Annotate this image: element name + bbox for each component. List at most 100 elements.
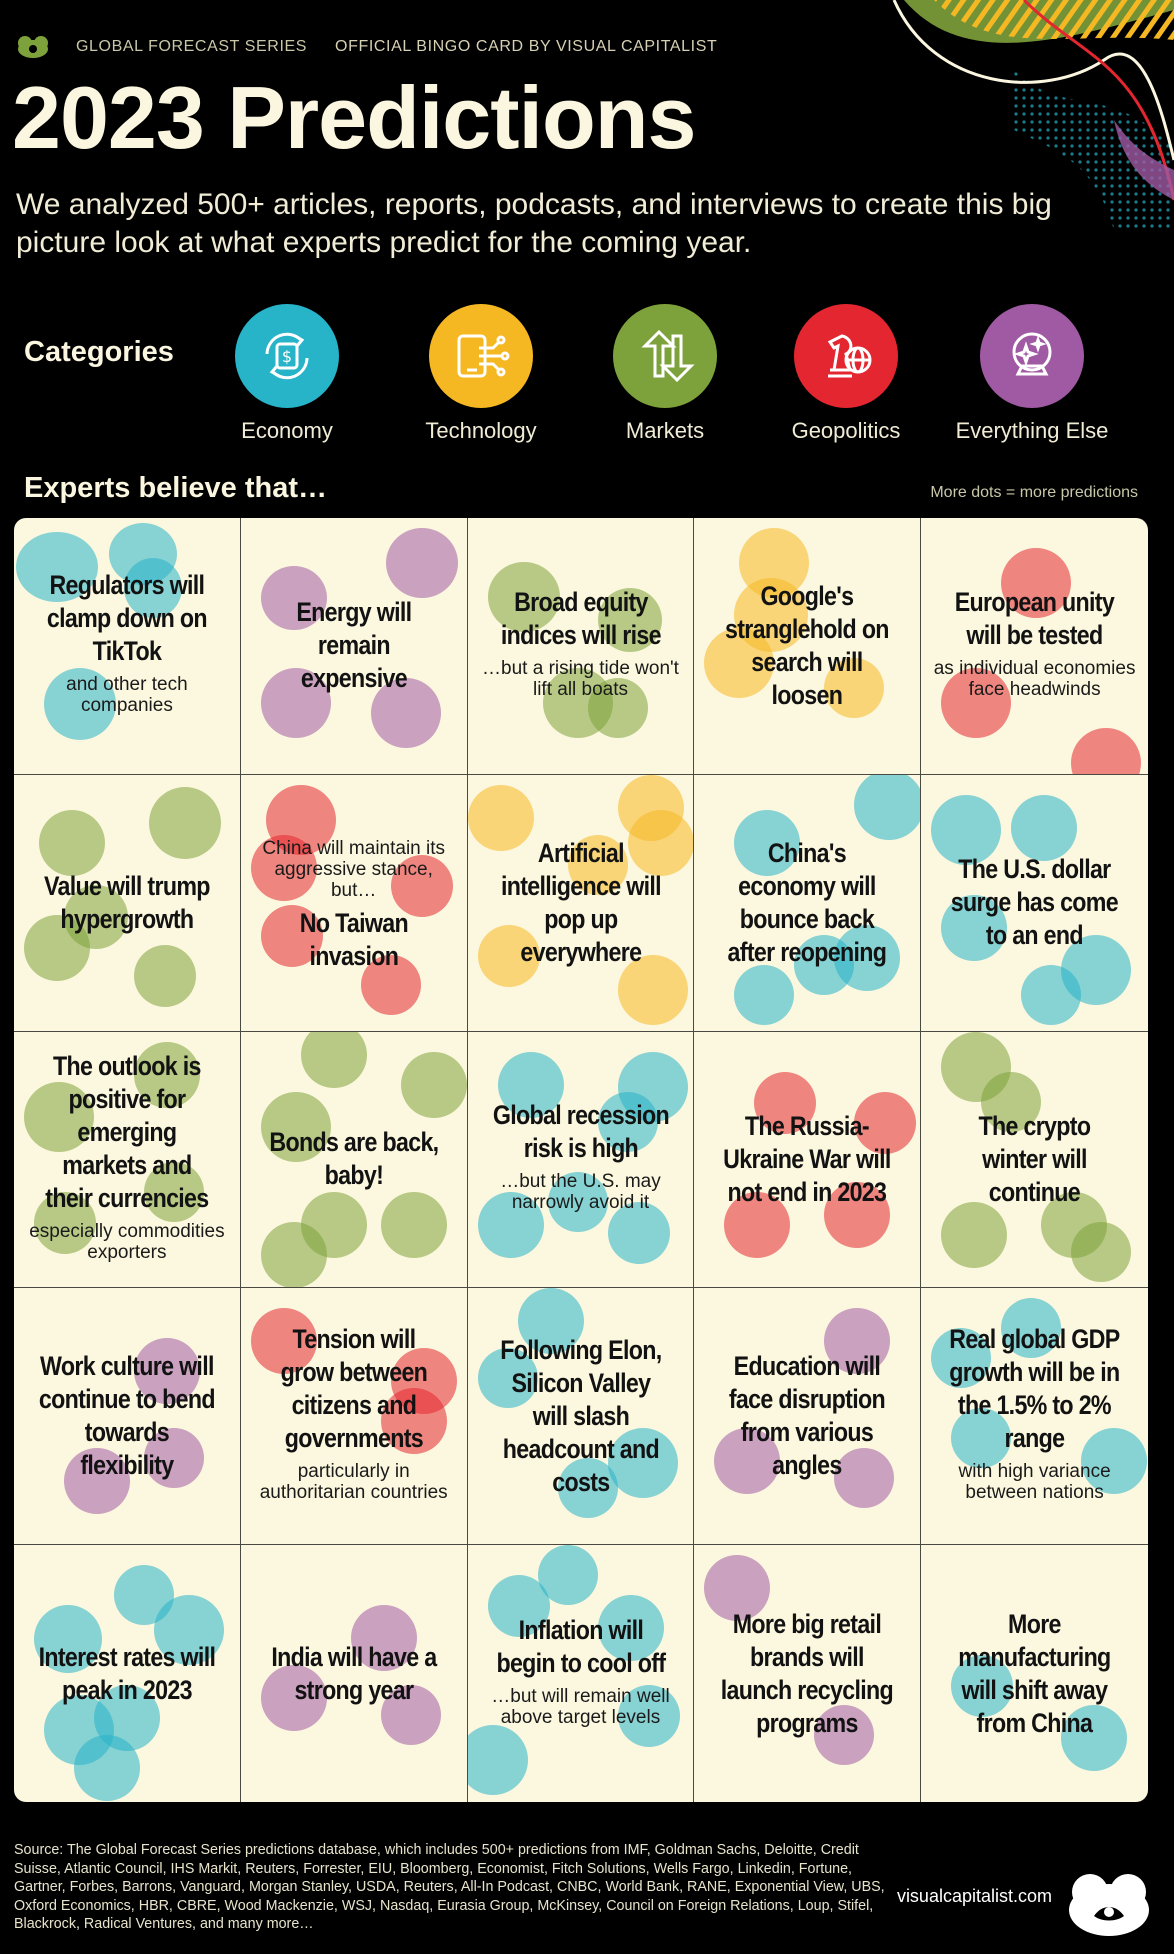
prediction-dot xyxy=(704,628,775,698)
prediction-dot xyxy=(360,954,421,1015)
cell-prediction: The crypto winter will continue xyxy=(978,1110,1092,1207)
prediction-dot xyxy=(380,1191,447,1258)
bingo-cell: Interest rates will peak in 2023 xyxy=(14,1545,241,1802)
bingo-cell: Regulators will clamp down on TikTok and … xyxy=(14,518,241,775)
cell-subtext: …but a rising tide won't lift all boats xyxy=(482,657,679,700)
prediction-dot xyxy=(739,528,810,598)
prediction-dot xyxy=(34,1191,96,1254)
cell-prediction: Artificial intelligence will pop up ever… xyxy=(500,837,662,967)
visual-capitalist-logo-icon xyxy=(16,33,56,61)
cell-subtext: particularly in authoritarian countries xyxy=(259,1461,448,1504)
prediction-dot xyxy=(734,964,795,1025)
prediction-dot xyxy=(547,1171,608,1232)
prediction-dot xyxy=(497,1051,564,1118)
official-label: OFFICIAL BINGO CARD BY VISUAL CAPITALIST xyxy=(335,38,718,55)
bingo-cell: Work culture will continue to bend towar… xyxy=(14,1288,241,1546)
bingo-cell: More manufacturing will shift away from … xyxy=(921,1545,1148,1802)
category-geopolitics: Geopolitics xyxy=(751,304,941,444)
prediction-dot xyxy=(260,668,331,738)
cell-prediction: Tension will grow between citizens and g… xyxy=(280,1324,427,1454)
prediction-dot xyxy=(704,1555,771,1622)
cell-prediction: India will have a strong year xyxy=(271,1641,437,1705)
prediction-dot xyxy=(477,1191,544,1258)
prediction-dot xyxy=(834,924,901,991)
prediction-dot xyxy=(951,1408,1012,1469)
prediction-dot xyxy=(467,784,534,851)
prediction-dot xyxy=(64,1448,130,1515)
category-markets: Markets xyxy=(570,304,760,444)
prediction-dot xyxy=(300,1031,367,1088)
category-economy: $ Economy xyxy=(192,304,382,444)
prediction-dot xyxy=(931,794,1002,865)
prediction-dot xyxy=(542,668,613,738)
category-label: Technology xyxy=(425,418,537,443)
cell-prediction: Work culture will continue to bend towar… xyxy=(38,1351,216,1481)
cell-prediction: Education will face disruption from vari… xyxy=(729,1351,886,1481)
currency-exchange-icon: $ xyxy=(235,304,339,408)
prediction-dot xyxy=(265,784,336,855)
prediction-dot xyxy=(44,668,116,740)
circuit-device-icon xyxy=(429,304,533,408)
cell-pretext: China will maintain its aggressive stanc… xyxy=(262,838,446,902)
prediction-dot xyxy=(597,1595,664,1662)
bingo-cell: The U.S. dollar surge has come to an end xyxy=(921,775,1148,1032)
cell-prediction: Google's stranglehold on search will loo… xyxy=(725,580,890,710)
prediction-dot xyxy=(380,1685,441,1746)
prediction-dot xyxy=(517,1288,584,1355)
prediction-dot xyxy=(597,588,662,652)
prediction-dot xyxy=(1001,1298,1062,1359)
bingo-cell: Inflation will begin to cool off …but wil… xyxy=(467,1545,695,1802)
cell-subtext: as individual economies face headwinds xyxy=(933,657,1136,700)
bingo-cell: Artificial intelligence will pop up ever… xyxy=(467,774,695,1032)
page-subtitle: We analyzed 500+ articles, reports, podc… xyxy=(16,188,1052,259)
prediction-dot xyxy=(1071,728,1142,774)
prediction-dot xyxy=(941,1031,1012,1102)
categories-title: Categories xyxy=(24,336,174,368)
bingo-cell: Value will trump hypergrowth xyxy=(14,774,241,1032)
prediction-dot xyxy=(44,1695,114,1766)
cell-subtext: and other tech companies xyxy=(66,674,188,717)
bingo-cell: The crypto winter will continue xyxy=(921,1031,1148,1289)
bingo-cell: Global recession risk is high …but the U.… xyxy=(467,1031,695,1289)
bingo-grid: Regulators will clamp down on TikTok and … xyxy=(14,518,1148,1802)
prediction-dot xyxy=(477,1348,538,1409)
category-everything-else: Everything Else xyxy=(937,304,1127,444)
prediction-dot xyxy=(260,1665,327,1732)
prediction-dot xyxy=(1001,548,1072,618)
prediction-dot xyxy=(250,1308,317,1375)
prediction-dot xyxy=(467,1725,528,1796)
prediction-dot xyxy=(24,914,90,981)
prediction-dot xyxy=(724,1191,791,1258)
cell-prediction: Global recession risk is high xyxy=(492,1100,669,1164)
dots-legend-note: More dots = more predictions xyxy=(930,484,1138,501)
bingo-cell: China will maintain its aggressive stanc… xyxy=(240,774,468,1032)
prediction-dot xyxy=(941,894,1008,961)
prediction-dot xyxy=(824,1308,891,1375)
prediction-dot xyxy=(260,904,323,967)
prediction-dot xyxy=(617,1051,688,1122)
bingo-cell: Google's stranglehold on search will loo… xyxy=(694,518,922,775)
category-label: Economy xyxy=(241,418,333,443)
bingo-cell: Energy will remain expensive xyxy=(240,518,468,775)
bingo-cell: China's economy will bounce back after r… xyxy=(694,774,922,1032)
prediction-dot xyxy=(109,523,177,585)
prediction-dot xyxy=(385,528,458,598)
site-link[interactable]: visualcapitalist.com xyxy=(896,1886,1052,1906)
cell-subtext: with high variance between nations xyxy=(958,1461,1111,1504)
cell-prediction: The U.S. dollar surge has come to an end xyxy=(950,854,1119,951)
bingo-cell: European unity will be tested as individu… xyxy=(921,518,1148,775)
prediction-dot xyxy=(567,834,628,895)
cell-subtext: …but the U.S. may narrowly avoid it xyxy=(500,1171,661,1214)
prediction-dot xyxy=(39,809,105,876)
bingo-cell: Real global GDP growth will be in the 1.… xyxy=(921,1288,1148,1546)
prediction-dot xyxy=(617,1685,680,1748)
category-label: Markets xyxy=(625,418,705,443)
visual-capitalist-footer-logo-icon xyxy=(1064,1858,1154,1948)
prediction-dot xyxy=(941,1201,1008,1268)
prediction-dot xyxy=(854,1091,917,1154)
prediction-dot xyxy=(144,1161,204,1222)
prediction-dot xyxy=(134,1041,200,1108)
prediction-dot xyxy=(951,1655,1014,1718)
prediction-dot xyxy=(134,944,196,1007)
prediction-dot xyxy=(400,1051,467,1118)
